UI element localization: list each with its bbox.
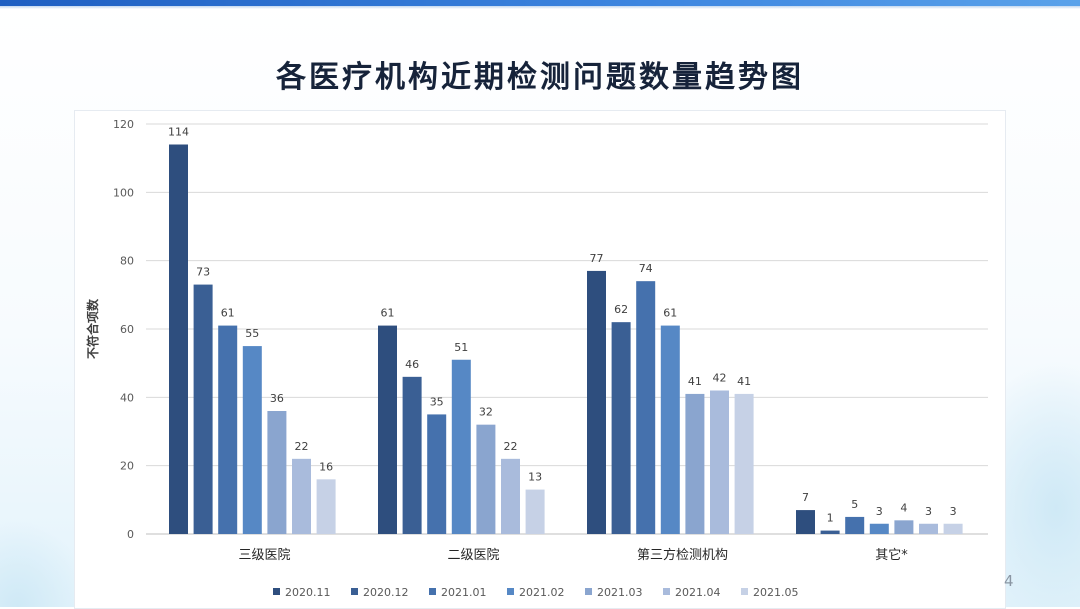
legend-swatch bbox=[273, 588, 280, 595]
y-tick-label: 0 bbox=[127, 528, 134, 541]
bar-value-label: 62 bbox=[614, 303, 628, 316]
top-accent-shadow bbox=[0, 6, 1080, 9]
bar bbox=[218, 325, 238, 534]
legend-label: 2021.01 bbox=[441, 586, 487, 599]
bar bbox=[710, 390, 729, 534]
bar-value-label: 55 bbox=[245, 327, 259, 340]
y-tick-label: 60 bbox=[120, 323, 134, 336]
y-axis-title: 不符合项数 bbox=[85, 298, 100, 359]
bar-value-label: 114 bbox=[168, 126, 189, 139]
bar bbox=[427, 414, 447, 534]
bar bbox=[685, 393, 705, 534]
bar-value-label: 61 bbox=[663, 307, 677, 320]
bar-value-label: 3 bbox=[925, 505, 932, 518]
bar bbox=[636, 281, 656, 534]
top-accent-bar bbox=[0, 0, 1080, 6]
bar bbox=[845, 516, 865, 534]
bar bbox=[525, 489, 545, 534]
page-number: 4 bbox=[1004, 572, 1014, 590]
bar-value-label: 41 bbox=[737, 375, 751, 388]
bar bbox=[316, 479, 336, 534]
legend-label: 2020.11 bbox=[285, 586, 331, 599]
bar bbox=[378, 325, 397, 534]
bar bbox=[501, 458, 520, 534]
bar-value-label: 7 bbox=[802, 491, 809, 504]
slide-title: 各医疗机构近期检测问题数量趋势图 bbox=[276, 60, 804, 95]
y-tick-label: 20 bbox=[120, 460, 134, 473]
bar bbox=[734, 393, 754, 534]
legend-swatch bbox=[507, 588, 514, 595]
bar-value-label: 51 bbox=[454, 341, 468, 354]
category-label: 第三方检测机构 bbox=[637, 547, 728, 563]
bar bbox=[919, 523, 938, 534]
bar-value-label: 22 bbox=[504, 440, 518, 453]
bar bbox=[587, 270, 606, 534]
bar bbox=[869, 523, 889, 534]
bar bbox=[451, 359, 471, 534]
bar-value-label: 16 bbox=[319, 460, 333, 473]
legend-swatch bbox=[351, 588, 358, 595]
bar bbox=[402, 376, 422, 534]
bar-value-label: 32 bbox=[479, 406, 493, 419]
legend-label: 2020.12 bbox=[363, 586, 409, 599]
bar-value-label: 46 bbox=[405, 358, 419, 371]
bar bbox=[611, 322, 631, 534]
y-tick-label: 40 bbox=[120, 391, 134, 404]
bar-value-label: 77 bbox=[590, 252, 604, 265]
legend-swatch bbox=[429, 588, 436, 595]
bar bbox=[660, 325, 680, 534]
bar bbox=[169, 144, 188, 534]
legend-label: 2021.03 bbox=[597, 586, 643, 599]
legend-swatch bbox=[585, 588, 592, 595]
bar-value-label: 1 bbox=[827, 512, 834, 525]
bar-value-label: 35 bbox=[430, 395, 444, 408]
bar bbox=[476, 424, 496, 534]
legend-label: 2021.05 bbox=[753, 586, 799, 599]
bar bbox=[943, 523, 963, 534]
bar-value-label: 73 bbox=[196, 266, 210, 279]
category-label: 二级医院 bbox=[447, 548, 499, 563]
bar bbox=[820, 530, 840, 534]
bar bbox=[796, 510, 815, 534]
y-tick-label: 80 bbox=[120, 255, 134, 268]
category-label: 其它* bbox=[875, 547, 908, 563]
bar-value-label: 61 bbox=[221, 307, 235, 320]
bar bbox=[242, 346, 262, 534]
legend-label: 2021.04 bbox=[675, 586, 721, 599]
bar-value-label: 74 bbox=[639, 262, 653, 275]
y-tick-label: 120 bbox=[113, 118, 134, 131]
y-tick-label: 100 bbox=[113, 186, 134, 199]
legend-label: 2021.02 bbox=[519, 586, 565, 599]
bar-value-label: 3 bbox=[876, 505, 883, 518]
bar-value-label: 41 bbox=[688, 375, 702, 388]
bar-value-label: 61 bbox=[381, 307, 395, 320]
bar bbox=[292, 458, 311, 534]
bar bbox=[894, 520, 914, 534]
bar-value-label: 22 bbox=[295, 440, 309, 453]
bar bbox=[267, 411, 287, 534]
bar-value-label: 36 bbox=[270, 392, 284, 405]
bar-value-label: 42 bbox=[713, 372, 727, 385]
bar-value-label: 5 bbox=[851, 498, 858, 511]
category-label: 三级医院 bbox=[238, 548, 290, 563]
bar bbox=[193, 284, 213, 534]
bar-value-label: 13 bbox=[528, 471, 542, 484]
legend-swatch bbox=[663, 588, 670, 595]
legend-swatch bbox=[741, 588, 748, 595]
bar-value-label: 3 bbox=[950, 505, 957, 518]
bar-value-label: 4 bbox=[900, 501, 907, 514]
